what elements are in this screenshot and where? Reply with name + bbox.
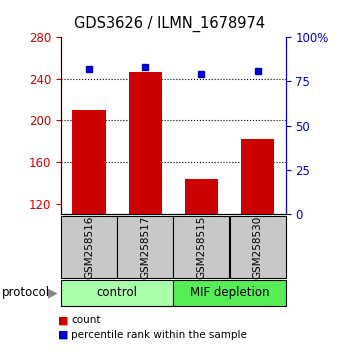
Text: GSM258516: GSM258516 — [84, 215, 94, 279]
Bar — [173, 280, 286, 306]
Bar — [241, 139, 274, 214]
Text: MIF depletion: MIF depletion — [190, 286, 269, 299]
Text: percentile rank within the sample: percentile rank within the sample — [71, 330, 247, 339]
Bar — [230, 216, 286, 278]
Text: GSM258517: GSM258517 — [140, 215, 150, 279]
Text: control: control — [97, 286, 138, 299]
Text: ▶: ▶ — [48, 286, 57, 299]
Bar — [61, 280, 173, 306]
Text: protocol: protocol — [2, 286, 50, 299]
Bar — [185, 179, 218, 214]
Text: count: count — [71, 315, 101, 325]
Bar — [117, 216, 173, 278]
Bar — [173, 216, 230, 278]
Text: GSM258530: GSM258530 — [253, 215, 262, 279]
Bar — [61, 216, 117, 278]
Bar — [72, 110, 106, 214]
Bar — [129, 72, 162, 214]
Text: GSM258515: GSM258515 — [197, 215, 206, 279]
Text: ■: ■ — [58, 315, 68, 325]
Text: GDS3626 / ILMN_1678974: GDS3626 / ILMN_1678974 — [74, 16, 266, 32]
Text: ■: ■ — [58, 330, 68, 339]
